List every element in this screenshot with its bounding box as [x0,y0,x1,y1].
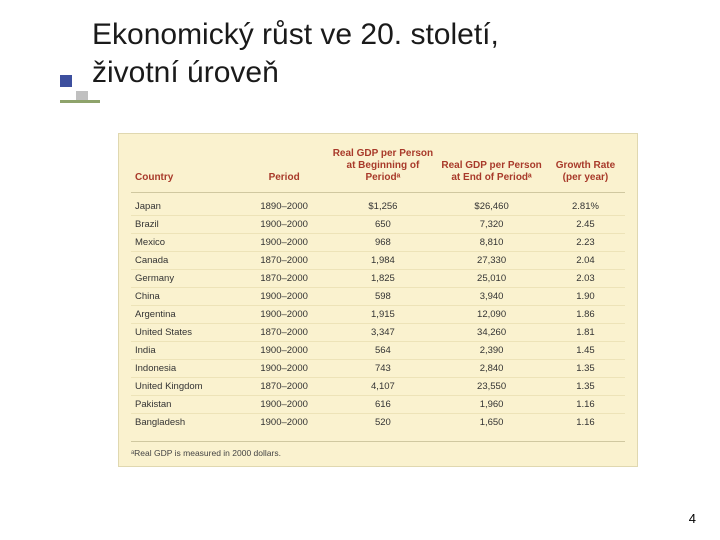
cell-gdp_end: 1,650 [437,414,546,432]
col-gdp-end: Real GDP per Person at End of Periodᵃ [437,144,546,193]
cell-gdp_end: 23,550 [437,378,546,396]
table-header-row: Country Period Real GDP per Person at Be… [131,144,625,193]
table-footnote: ᵃReal GDP is measured in 2000 dollars. [131,441,625,458]
table-row: China1900–20005983,9401.90 [131,288,625,306]
cell-period: 1900–2000 [240,360,329,378]
cell-growth: 2.04 [546,252,625,270]
cell-growth: 1.90 [546,288,625,306]
cell-growth: 2.45 [546,216,625,234]
col-growth: Growth Rate (per year) [546,144,625,193]
table-body: Japan1890–2000$1,256$26,4602.81%Brazil19… [131,193,625,432]
title-line-1: Ekonomický růst ve 20. století, [92,16,499,54]
cell-gdp_begin: 616 [329,396,438,414]
page-number: 4 [689,511,696,526]
col-gdp-begin: Real GDP per Person at Beginning of Peri… [329,144,438,193]
cell-growth: 1.86 [546,306,625,324]
cell-country: United Kingdom [131,378,240,396]
cell-period: 1870–2000 [240,270,329,288]
cell-period: 1870–2000 [240,252,329,270]
cell-period: 1870–2000 [240,324,329,342]
cell-growth: 1.35 [546,378,625,396]
cell-period: 1900–2000 [240,306,329,324]
cell-country: Brazil [131,216,240,234]
cell-gdp_end: 12,090 [437,306,546,324]
cell-country: Argentina [131,306,240,324]
col-period: Period [240,144,329,193]
cell-country: China [131,288,240,306]
cell-gdp_end: 27,330 [437,252,546,270]
table-row: Pakistan1900–20006161,9601.16 [131,396,625,414]
table-row: Japan1890–2000$1,256$26,4602.81% [131,193,625,216]
table-row: Brazil1900–20006507,3202.45 [131,216,625,234]
table-row: Argentina1900–20001,91512,0901.86 [131,306,625,324]
cell-country: Mexico [131,234,240,252]
title-line-2: životní úroveň [92,54,499,92]
cell-period: 1890–2000 [240,193,329,216]
cell-gdp_end: 7,320 [437,216,546,234]
table-row: United Kingdom1870–20004,10723,5501.35 [131,378,625,396]
cell-gdp_begin: 1,825 [329,270,438,288]
slide: Ekonomický růst ve 20. století, životní … [0,0,720,540]
cell-growth: 2.03 [546,270,625,288]
cell-period: 1900–2000 [240,234,329,252]
cell-gdp_end: 2,840 [437,360,546,378]
cell-country: Germany [131,270,240,288]
title-bullet-icon [60,75,72,87]
cell-gdp_begin: 4,107 [329,378,438,396]
cell-country: United States [131,324,240,342]
cell-period: 1900–2000 [240,396,329,414]
cell-gdp_begin: 598 [329,288,438,306]
title-underline-icon [60,100,100,103]
table-row: Bangladesh1900–20005201,6501.16 [131,414,625,432]
cell-period: 1900–2000 [240,414,329,432]
cell-gdp_end: 34,260 [437,324,546,342]
cell-gdp_end: 8,810 [437,234,546,252]
cell-gdp_begin: 3,347 [329,324,438,342]
cell-growth: 1.16 [546,396,625,414]
cell-country: Bangladesh [131,414,240,432]
cell-gdp_begin: 1,915 [329,306,438,324]
cell-period: 1900–2000 [240,216,329,234]
cell-growth: 1.16 [546,414,625,432]
cell-gdp_begin: 743 [329,360,438,378]
slide-title: Ekonomický růst ve 20. století, životní … [92,16,499,91]
cell-country: Japan [131,193,240,216]
cell-country: India [131,342,240,360]
table-row: Germany1870–20001,82525,0102.03 [131,270,625,288]
cell-gdp_end: 25,010 [437,270,546,288]
cell-period: 1870–2000 [240,378,329,396]
cell-growth: 2.81% [546,193,625,216]
cell-country: Canada [131,252,240,270]
cell-period: 1900–2000 [240,288,329,306]
table-row: Mexico1900–20009688,8102.23 [131,234,625,252]
table-row: Canada1870–20001,98427,3302.04 [131,252,625,270]
cell-gdp_begin: 564 [329,342,438,360]
table-row: United States1870–20003,34734,2601.81 [131,324,625,342]
cell-growth: 1.35 [546,360,625,378]
cell-growth: 1.45 [546,342,625,360]
cell-gdp_begin: $1,256 [329,193,438,216]
cell-period: 1900–2000 [240,342,329,360]
gdp-table-container: Country Period Real GDP per Person at Be… [118,133,638,467]
cell-country: Indonesia [131,360,240,378]
col-country: Country [131,144,240,193]
table-row: Indonesia1900–20007432,8401.35 [131,360,625,378]
cell-gdp_end: $26,460 [437,193,546,216]
table-row: India1900–20005642,3901.45 [131,342,625,360]
cell-growth: 1.81 [546,324,625,342]
cell-country: Pakistan [131,396,240,414]
gdp-table: Country Period Real GDP per Person at Be… [131,144,625,431]
cell-gdp_begin: 520 [329,414,438,432]
cell-gdp_end: 3,940 [437,288,546,306]
cell-gdp_begin: 650 [329,216,438,234]
cell-gdp_end: 1,960 [437,396,546,414]
cell-gdp_begin: 968 [329,234,438,252]
cell-growth: 2.23 [546,234,625,252]
cell-gdp_begin: 1,984 [329,252,438,270]
cell-gdp_end: 2,390 [437,342,546,360]
